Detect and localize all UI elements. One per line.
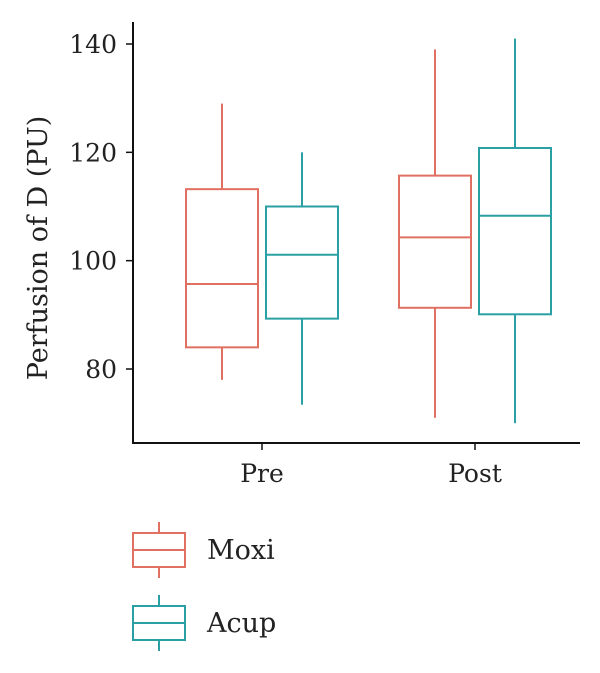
x-tick-label-pre: Pre: [240, 459, 284, 488]
y-tick-label-120: 120: [69, 138, 117, 167]
iqr-box-moxi-pre: [185, 188, 259, 349]
axes: [132, 22, 580, 444]
box-acup-post: [478, 38, 552, 424]
y-ticks: 80 100 120 140: [69, 30, 133, 384]
legend-item-moxi: Moxi: [132, 522, 275, 578]
y-tick-label-100: 100: [69, 247, 117, 276]
x-ticks: Pre Post: [240, 443, 502, 488]
box-moxi-post: [398, 49, 472, 418]
legend-label-moxi: Moxi: [207, 535, 275, 566]
x-tick-label-post: Post: [448, 459, 502, 488]
y-tick-label-140: 140: [69, 30, 117, 59]
box-series: [185, 38, 552, 424]
legend-item-acup: Acup: [132, 595, 276, 651]
box-moxi-pre: [185, 103, 259, 380]
legend-label-acup: Acup: [206, 608, 276, 639]
box-acup-pre: [265, 152, 339, 405]
y-axis-title: Perfusion of D (PU): [23, 116, 54, 381]
iqr-box-moxi-post: [398, 174, 472, 309]
iqr-box-acup-post: [478, 147, 552, 316]
iqr-box-acup-pre: [265, 205, 339, 320]
y-tick-label-80: 80: [85, 355, 117, 384]
legend: Moxi Acup: [132, 522, 276, 651]
